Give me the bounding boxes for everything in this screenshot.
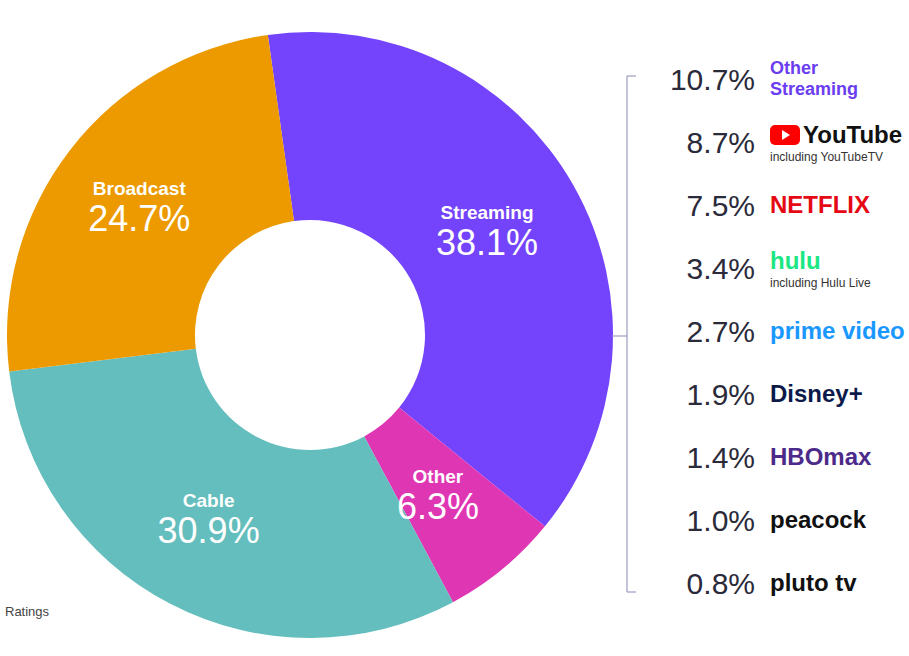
html-text:1.4%: 1.4% bbox=[686, 441, 755, 474]
html-text:YouTube: YouTube bbox=[803, 121, 903, 148]
svg-text:Broadcast: Broadcast bbox=[93, 178, 187, 199]
html-text:0.8%: 0.8% bbox=[686, 567, 755, 600]
svg-text:Streaming: Streaming bbox=[441, 202, 534, 223]
html-text:including Hulu Live: including Hulu Live bbox=[770, 276, 871, 290]
html-text:10.7%: 10.7% bbox=[669, 63, 755, 96]
html-text:1.0%: 1.0% bbox=[686, 504, 755, 537]
html-text:NETFLIX: NETFLIX bbox=[770, 191, 870, 218]
svg-text:30.9%: 30.9% bbox=[158, 510, 260, 551]
html-text:2.7%: 2.7% bbox=[686, 315, 755, 348]
html-text:Disney+: Disney+ bbox=[770, 380, 863, 407]
html-text:Other Streaming: Other Streaming bbox=[770, 58, 858, 99]
svg-text:6.3%: 6.3% bbox=[397, 486, 479, 527]
html-text:7.5%: 7.5% bbox=[686, 189, 755, 222]
html-text:HBOmax: HBOmax bbox=[770, 443, 872, 470]
svg-text:38.1%: 38.1% bbox=[436, 222, 538, 263]
html-text:including YouTubeTV: including YouTubeTV bbox=[770, 150, 883, 164]
svg-text:24.7%: 24.7% bbox=[88, 198, 190, 239]
svg-text:Cable: Cable bbox=[183, 490, 235, 511]
html-text:3.4%: 3.4% bbox=[686, 252, 755, 285]
html-text:8.7%: 8.7% bbox=[686, 126, 755, 159]
html-text:pluto tv: pluto tv bbox=[770, 569, 857, 596]
html-text:hulu: hulu bbox=[770, 247, 821, 274]
html-text:prime video: prime video bbox=[770, 317, 905, 344]
html-text:1.9%: 1.9% bbox=[686, 378, 755, 411]
svg-text:Other: Other bbox=[413, 466, 464, 487]
html-text:peacock: peacock bbox=[770, 506, 867, 533]
html-text:Ratings: Ratings bbox=[5, 604, 50, 619]
